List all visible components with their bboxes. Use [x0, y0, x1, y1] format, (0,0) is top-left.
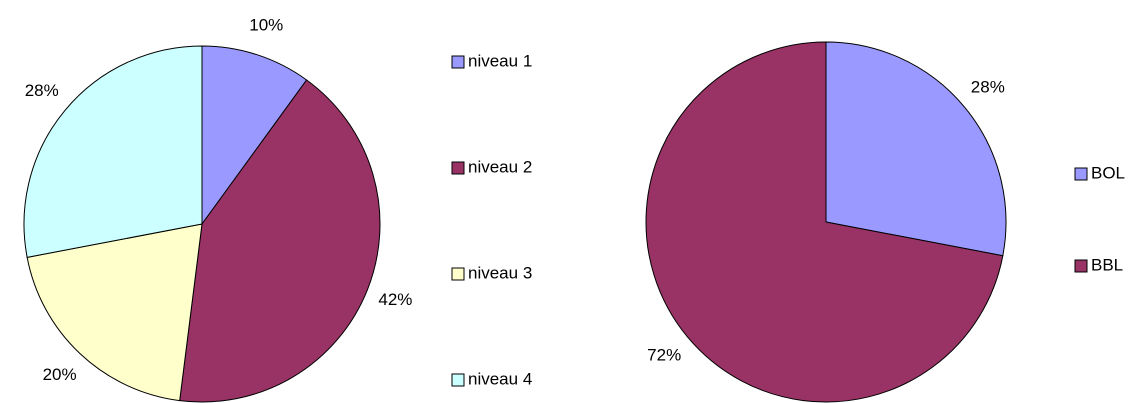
data-label: 20%	[43, 365, 77, 384]
legend-label: niveau 3	[468, 263, 532, 282]
pie-slice	[179, 79, 381, 403]
legend-swatch	[451, 161, 465, 175]
pie-slice	[26, 223, 203, 402]
pie-slice	[645, 41, 1004, 403]
legend-label: niveau 4	[468, 369, 532, 388]
legend-label: niveau 1	[468, 51, 532, 70]
legend-swatch	[451, 267, 465, 281]
data-label: 42%	[378, 290, 412, 309]
legend-swatch	[1074, 259, 1088, 273]
legend-swatch	[451, 55, 465, 69]
legend-label: BBL	[1091, 255, 1123, 274]
data-label: 28%	[25, 81, 59, 100]
legend-swatch	[451, 373, 465, 387]
data-label: 10%	[249, 16, 283, 35]
legend-swatch	[1074, 167, 1088, 181]
legend-label: BOL	[1091, 163, 1125, 182]
data-label: 72%	[647, 345, 681, 364]
pie-slice	[825, 41, 1007, 257]
pie-slice	[201, 45, 308, 226]
data-label: 28%	[971, 78, 1005, 97]
legend-label: niveau 2	[468, 157, 532, 176]
pie-slice	[23, 45, 203, 258]
